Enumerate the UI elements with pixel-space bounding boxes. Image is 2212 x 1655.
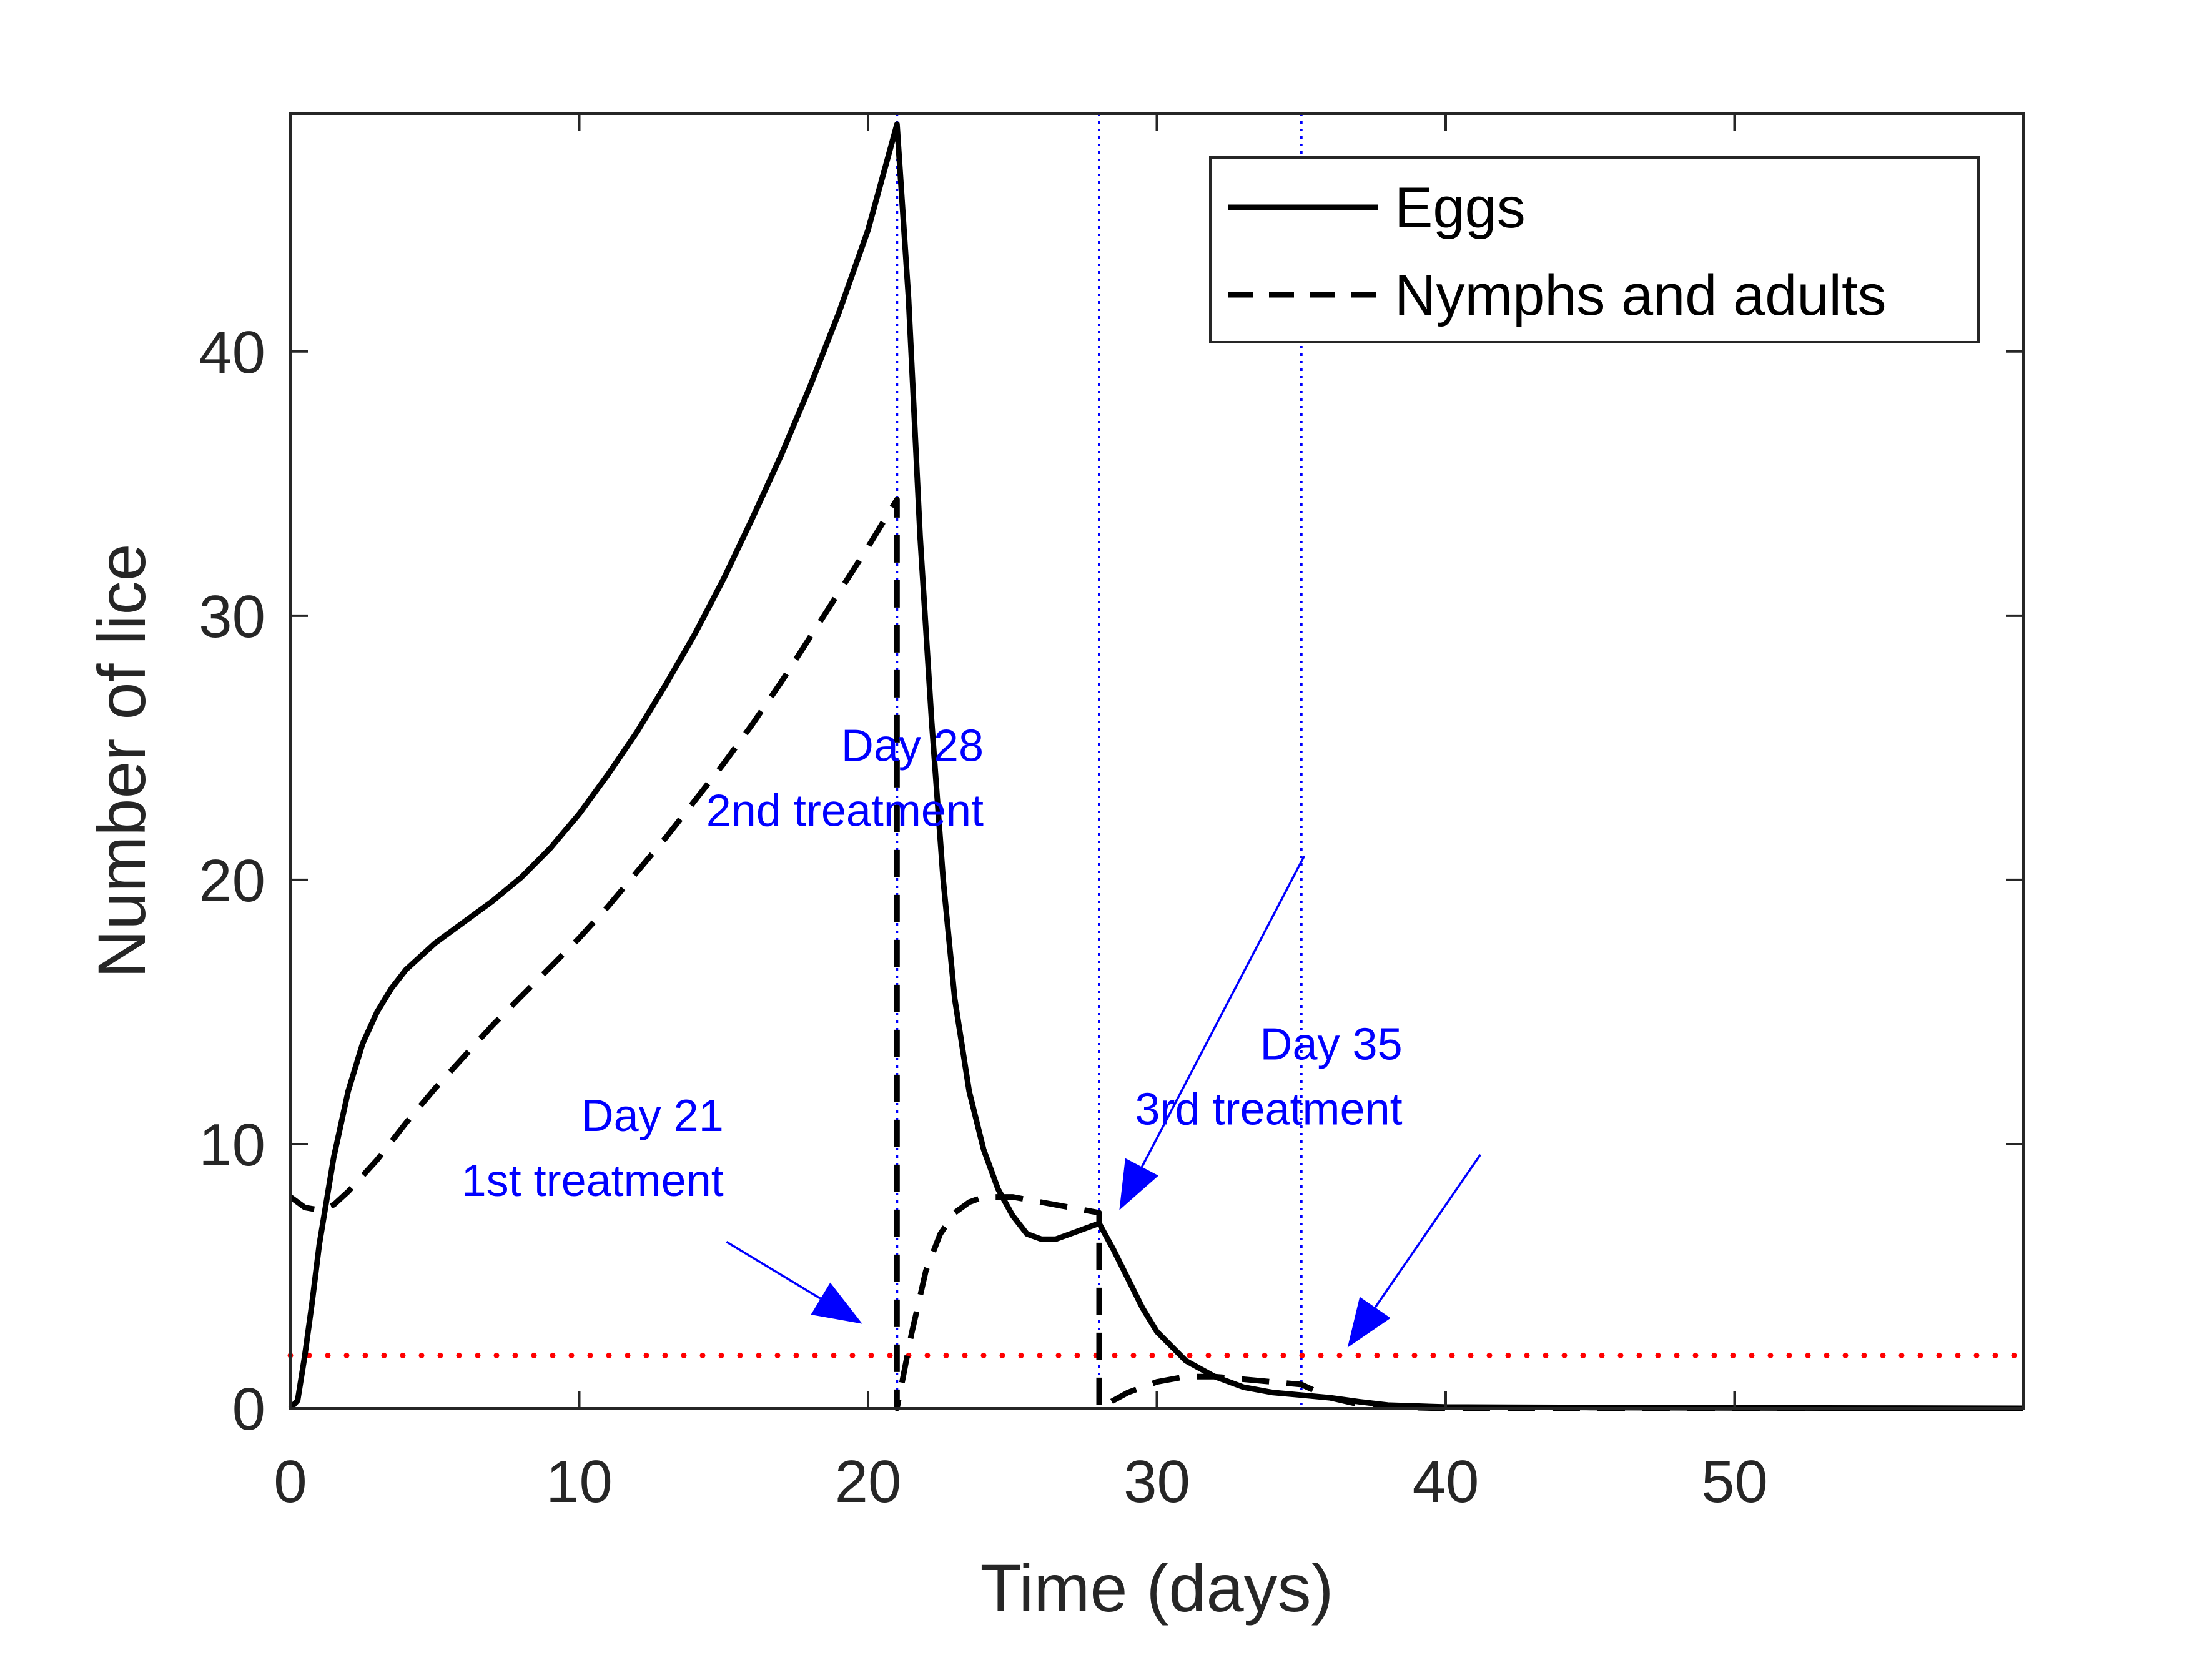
annotation-arrow-head-1 (1119, 1158, 1159, 1210)
annotation-treatment-label-2: 3rd treatment (1135, 1085, 1402, 1135)
series-line-eggs (288, 121, 2024, 1411)
annotation-arrow-shaft-1 (1140, 855, 1305, 1168)
annotation-treatment-label-1: 2nd treatment (706, 786, 984, 836)
y-tick-label-40: 40 (199, 319, 265, 386)
x-axis-title: Time (days) (980, 1550, 1333, 1626)
y-axis-title: Number of lice (84, 543, 159, 978)
legend-label-nymphs-and-adults: Nymphs and adults (1395, 264, 1887, 327)
x-tick-label-40: 40 (1413, 1448, 1479, 1515)
y-tick-label-0: 0 (232, 1376, 265, 1443)
series-line-nymphs-and-adults (289, 496, 2023, 1411)
annotation-day-label-2: Day 35 (1260, 1020, 1402, 1070)
y-tick-label-10: 10 (199, 1112, 265, 1178)
annotations-layer: Day 21 1st treatment Day 28 2nd treatment Da… (462, 721, 1481, 1348)
annotation-arrow-shaft-0 (726, 1240, 821, 1300)
x-tick-label-0: 0 (274, 1448, 307, 1515)
x-tick-label-30: 30 (1123, 1448, 1190, 1515)
legend-label-eggs: Eggs (1395, 176, 1526, 240)
x-tick-label-20: 20 (835, 1448, 902, 1515)
annotation-arrow-head-2 (1347, 1297, 1391, 1348)
annotation-arrow-head-0 (811, 1282, 862, 1324)
x-tick-label-50: 50 (1701, 1448, 1768, 1515)
marks-layer (287, 114, 2027, 1411)
annotation-treatment-label-0: 1st treatment (462, 1156, 724, 1206)
x-tick-label-10: 10 (546, 1448, 613, 1515)
annotation-day-label-0: Day 21 (581, 1091, 724, 1141)
legend: Eggs Nymphs and adults (1209, 156, 1980, 343)
y-tick-label-20: 20 (199, 847, 265, 914)
y-tick-label-30: 30 (199, 583, 265, 650)
annotation-arrow-shaft-2 (1374, 1154, 1481, 1308)
axes-frame (289, 112, 2025, 1410)
legend-box (1209, 156, 1980, 343)
annotation-day-label-1: Day 28 (841, 721, 984, 771)
ticks-layer: 0 10 20 30 40 50 0 10 20 30 40 (199, 114, 2023, 1515)
